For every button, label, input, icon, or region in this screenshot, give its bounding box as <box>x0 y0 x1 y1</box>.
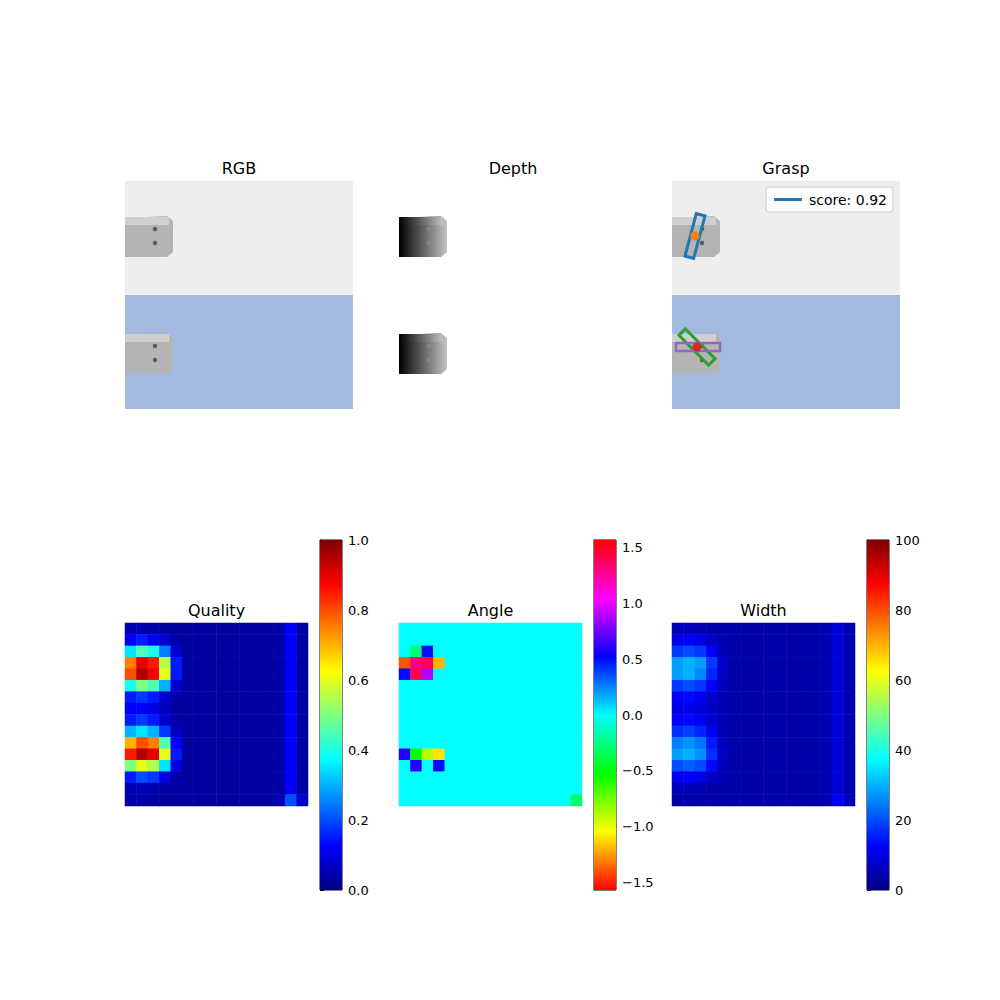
svg-text:RGB: RGB <box>222 159 257 178</box>
svg-text:0.2: 0.2 <box>348 813 369 828</box>
svg-text:80: 80 <box>895 603 912 618</box>
svg-text:score: 0.92: score: 0.92 <box>809 192 887 208</box>
svg-text:0.5: 0.5 <box>622 652 643 667</box>
svg-text:Angle: Angle <box>468 601 514 620</box>
svg-text:0.4: 0.4 <box>348 743 369 758</box>
svg-text:100: 100 <box>895 533 920 548</box>
svg-text:Width: Width <box>740 601 786 620</box>
svg-text:0.8: 0.8 <box>348 603 369 618</box>
svg-text:1.0: 1.0 <box>622 596 643 611</box>
svg-text:20: 20 <box>895 813 912 828</box>
svg-text:1.5: 1.5 <box>622 540 643 555</box>
svg-text:40: 40 <box>895 743 912 758</box>
svg-text:Grasp: Grasp <box>762 159 809 178</box>
svg-text:Depth: Depth <box>489 159 538 178</box>
svg-text:1.0: 1.0 <box>348 533 369 548</box>
svg-text:0.0: 0.0 <box>622 708 643 723</box>
svg-text:0.0: 0.0 <box>348 883 369 898</box>
svg-text:0.6: 0.6 <box>348 673 369 688</box>
svg-text:−1.0: −1.0 <box>622 819 654 834</box>
svg-text:0: 0 <box>895 883 903 898</box>
svg-text:−0.5: −0.5 <box>622 763 654 778</box>
svg-text:60: 60 <box>895 673 912 688</box>
svg-text:Quality: Quality <box>188 601 245 620</box>
svg-text:−1.5: −1.5 <box>622 875 654 890</box>
